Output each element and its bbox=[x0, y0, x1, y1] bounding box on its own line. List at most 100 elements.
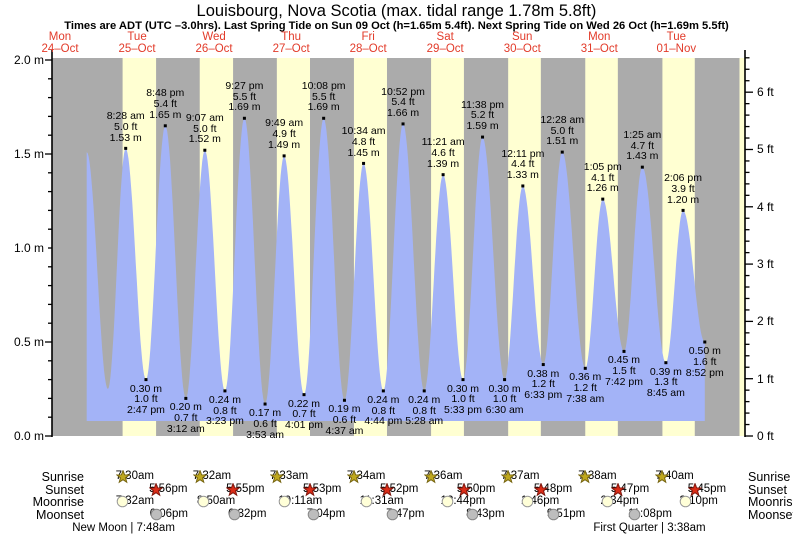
high-tide-label: 10:34 am 4.8 ft 1.45 m bbox=[342, 126, 386, 158]
day-date: 31–Oct bbox=[580, 43, 618, 55]
y-axis-left-label: 1.0 m bbox=[13, 241, 44, 255]
tide-label-line: 5.2 ft bbox=[470, 109, 495, 122]
high-tide-label: 10:52 pm 5.4 ft 1.66 m bbox=[381, 85, 425, 119]
y-axis-right-label: 4 ft bbox=[757, 199, 774, 214]
tide-label-line: 12:11 pm bbox=[501, 147, 545, 160]
tide-label-line: 5.0 ft bbox=[193, 122, 217, 135]
tide-label-line: 3.9 ft bbox=[671, 182, 695, 195]
day-header: Wed 26–Oct bbox=[196, 31, 233, 55]
tide-label-line: 10:52 pm bbox=[381, 85, 425, 98]
tide-extreme-dot bbox=[263, 402, 267, 406]
astro-row-label-sunrise-left: Sunrise bbox=[41, 470, 84, 484]
tide-extreme-dot bbox=[503, 378, 507, 382]
tide-extreme-dot bbox=[342, 398, 346, 402]
astro-row-label-sunset-right: Sunset bbox=[748, 482, 787, 497]
day-name: Wed bbox=[202, 31, 226, 43]
daylight-band bbox=[739, 58, 745, 436]
tide-label-line: 5:28 am bbox=[405, 415, 444, 428]
day-name: Mon bbox=[48, 31, 72, 43]
tide-label-line: 1.39 m bbox=[427, 157, 460, 170]
tide-label-line: 0.20 m bbox=[169, 401, 202, 414]
day-name: Tue bbox=[666, 31, 687, 43]
tide-extreme-dot bbox=[521, 184, 525, 188]
day-header: Sun 30–Oct bbox=[504, 31, 541, 55]
moonrise-moon-icon bbox=[441, 495, 453, 508]
tide-label-line: 10:08 pm bbox=[301, 79, 346, 92]
day-name: Thu bbox=[281, 31, 302, 43]
y-axis-left-label: 1.5 m bbox=[13, 147, 44, 161]
moonset-moon-icon bbox=[307, 508, 320, 520]
tide-label-line: 6:33 pm bbox=[524, 389, 563, 402]
tide-extreme-dot bbox=[583, 366, 587, 370]
moonset-moon-icon bbox=[386, 508, 399, 520]
tide-label-line: 8:48 pm bbox=[146, 87, 185, 100]
tide-label-line: 1.43 m bbox=[626, 150, 659, 163]
tide-label-line: 1.65 m bbox=[149, 108, 182, 121]
low-tide-label: 0.20 m 0.7 ft 3:12 am bbox=[167, 402, 205, 434]
astro-row-label-moonset-left: Moonset bbox=[36, 507, 84, 522]
moonrise-entry: 11:31am bbox=[360, 495, 404, 508]
tide-label-line: 6:30 am bbox=[485, 404, 524, 417]
tide-label-line: 4.8 ft bbox=[351, 135, 376, 148]
low-tide-label: 0.24 m 0.8 ft 3:23 pm bbox=[206, 395, 244, 427]
moonset-moon-icon bbox=[386, 508, 399, 520]
low-tide-label: 0.38 m 1.2 ft 6:33 pm bbox=[524, 368, 563, 402]
sunset-entry: 5:52pm bbox=[379, 482, 418, 496]
tide-label-line: 1.51 m bbox=[546, 135, 579, 148]
sunrise-star-icon bbox=[578, 470, 593, 484]
tide-extreme-dot bbox=[362, 161, 366, 165]
high-tide-label: 1:25 am 4.7 ft 1.43 m bbox=[623, 129, 661, 163]
sunrise-star-icon bbox=[346, 470, 361, 484]
day-date: 26–Oct bbox=[195, 43, 233, 55]
sunrise-star-icon bbox=[115, 470, 130, 484]
tide-label-line: 0.24 m bbox=[367, 393, 400, 406]
tide-extreme-dot bbox=[381, 389, 385, 393]
astro-row-label-sunset-left: Sunset bbox=[45, 482, 84, 497]
page-subtitle: Times are ADT (UTC –3.0hrs). Last Spring… bbox=[64, 20, 729, 32]
day-header: Tue 25–Oct bbox=[118, 31, 155, 55]
day-date: 27–Oct bbox=[272, 43, 310, 55]
tide-label-line: 3:23 pm bbox=[205, 415, 244, 428]
moonrise-entry: 1:46pm bbox=[521, 495, 559, 508]
tide-label-line: 5.0 ft bbox=[550, 124, 574, 137]
tide-label-line: 1.33 m bbox=[506, 169, 539, 182]
sunrise-star-icon bbox=[115, 470, 130, 484]
moonset-entry: 11:08pm bbox=[628, 508, 672, 520]
y-axis-right-label: 3 ft bbox=[757, 257, 774, 272]
tide-extreme-dot bbox=[203, 148, 207, 152]
tide-label-line: 5.4 ft bbox=[153, 98, 177, 111]
high-tide-label: 9:49 am 4.9 ft 1.49 m bbox=[265, 118, 303, 150]
tide-label-line: 0.6 ft bbox=[253, 417, 277, 430]
tide-extreme-dot bbox=[124, 146, 128, 150]
sunrise-star-icon bbox=[501, 470, 516, 484]
moonset-entry: 9:51pm bbox=[547, 508, 585, 520]
sunrise-entry: 7:33am bbox=[269, 470, 308, 484]
y-axis-right-label: 2 ft bbox=[757, 314, 774, 329]
tide-label-line: 4.4 ft bbox=[511, 158, 535, 171]
tide-label-line: 0.30 m bbox=[446, 382, 480, 395]
sunset-star-icon bbox=[149, 482, 164, 496]
sunset-star-icon bbox=[610, 482, 625, 496]
day-name: Sat bbox=[436, 31, 454, 43]
tide-label-line: 0.39 m bbox=[649, 365, 682, 378]
tide-label-line: 1.0 ft bbox=[134, 393, 158, 406]
sunset-star-icon bbox=[379, 482, 394, 496]
moonrise-moon-icon bbox=[680, 495, 692, 508]
moonset-moon-icon bbox=[150, 508, 162, 520]
moonset-entry: 7:47pm bbox=[386, 508, 425, 520]
tide-label-line: 1.59 m bbox=[466, 120, 499, 133]
low-tide-label: 0.30 m 1.0 ft 2:47 pm bbox=[127, 382, 165, 416]
tide-extreme-dot bbox=[302, 393, 306, 397]
tide-label-line: 1.69 m bbox=[228, 101, 261, 114]
tide-extreme-dot bbox=[601, 197, 605, 201]
tide-extreme-dot bbox=[144, 378, 148, 382]
sunset-star-icon bbox=[687, 482, 702, 496]
tide-label-line: 1:05 pm bbox=[583, 160, 622, 173]
day-date: 30–Oct bbox=[503, 43, 541, 55]
moonrise-moon-icon bbox=[360, 495, 372, 508]
sunset-entry: 5:47pm bbox=[610, 482, 649, 496]
tide-label-line: 3:53 am bbox=[246, 428, 285, 441]
tide-label-line: 0.30 m bbox=[129, 382, 163, 395]
page-title: Louisbourg, Nova Scotia (max. tidal rang… bbox=[196, 2, 597, 20]
